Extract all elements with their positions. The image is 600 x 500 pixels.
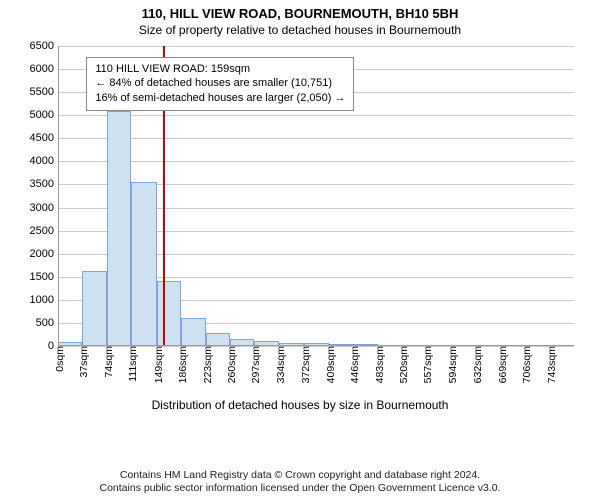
x-tick-label: 483sqm <box>374 346 386 383</box>
x-tick-label: 0sqm <box>54 346 66 372</box>
annotation-box: 110 HILL VIEW ROAD: 159sqm← 84% of detac… <box>86 57 354 112</box>
annot-line-3: 16% of semi-detached houses are larger (… <box>95 91 345 106</box>
x-tick-label: 743sqm <box>546 346 558 383</box>
gridline <box>58 138 574 139</box>
x-tick-label: 372sqm <box>300 346 312 383</box>
x-tick-label: 520sqm <box>398 346 410 383</box>
annot-line-1: 110 HILL VIEW ROAD: 159sqm <box>95 62 345 77</box>
gridline <box>58 115 574 116</box>
gridline <box>58 46 574 47</box>
y-tick-label: 6000 <box>30 63 58 75</box>
page-title: 110, HILL VIEW ROAD, BOURNEMOUTH, BH10 5… <box>0 6 600 21</box>
y-tick-label: 6500 <box>30 40 58 52</box>
y-tick-label: 3000 <box>30 202 58 214</box>
x-tick-label: 223sqm <box>202 346 214 383</box>
y-tick-label: 4000 <box>30 155 58 167</box>
x-tick-label: 706sqm <box>521 346 533 383</box>
y-tick-label: 2000 <box>30 248 58 260</box>
histogram-bar <box>107 111 131 346</box>
y-tick-label: 5500 <box>30 86 58 98</box>
gridline <box>58 161 574 162</box>
x-tick-label: 260sqm <box>226 346 238 383</box>
footer-line-1: Contains HM Land Registry data © Crown c… <box>0 469 600 483</box>
histogram-bar <box>157 281 181 346</box>
plot-area: 0500100015002000250030003500400045005000… <box>58 46 574 346</box>
x-tick-label: 111sqm <box>127 346 139 382</box>
y-tick-label: 4500 <box>30 132 58 144</box>
x-tick-label: 446sqm <box>349 346 361 383</box>
histogram-bar <box>82 271 106 346</box>
y-tick-label: 1000 <box>30 294 58 306</box>
histogram-bar <box>131 182 156 346</box>
attribution-footer: Contains HM Land Registry data © Crown c… <box>0 469 600 496</box>
x-tick-label: 74sqm <box>103 346 115 378</box>
x-tick-label: 594sqm <box>447 346 459 383</box>
x-axis-label: Distribution of detached houses by size … <box>0 398 600 412</box>
y-tick-label: 3500 <box>30 178 58 190</box>
y-tick-label: 5000 <box>30 109 58 121</box>
page-subtitle: Size of property relative to detached ho… <box>0 23 600 37</box>
x-tick-label: 334sqm <box>275 346 287 383</box>
x-tick-label: 297sqm <box>250 346 262 383</box>
x-tick-label: 409sqm <box>325 346 337 383</box>
x-tick-label: 149sqm <box>153 346 165 383</box>
x-tick-label: 186sqm <box>177 346 189 383</box>
x-tick-label: 37sqm <box>78 346 90 378</box>
y-tick-label: 500 <box>36 317 58 329</box>
y-tick-label: 2500 <box>30 225 58 237</box>
annot-line-2: ← 84% of detached houses are smaller (10… <box>95 76 345 91</box>
histogram-bar <box>181 318 205 346</box>
y-axis-line <box>58 46 59 346</box>
x-tick-label: 632sqm <box>472 346 484 383</box>
footer-line-2: Contains public sector information licen… <box>0 482 600 496</box>
y-tick-label: 1500 <box>30 271 58 283</box>
x-tick-label: 557sqm <box>422 346 434 383</box>
x-tick-label: 669sqm <box>497 346 509 383</box>
chart-container: Number of detached properties 0500100015… <box>0 40 600 440</box>
